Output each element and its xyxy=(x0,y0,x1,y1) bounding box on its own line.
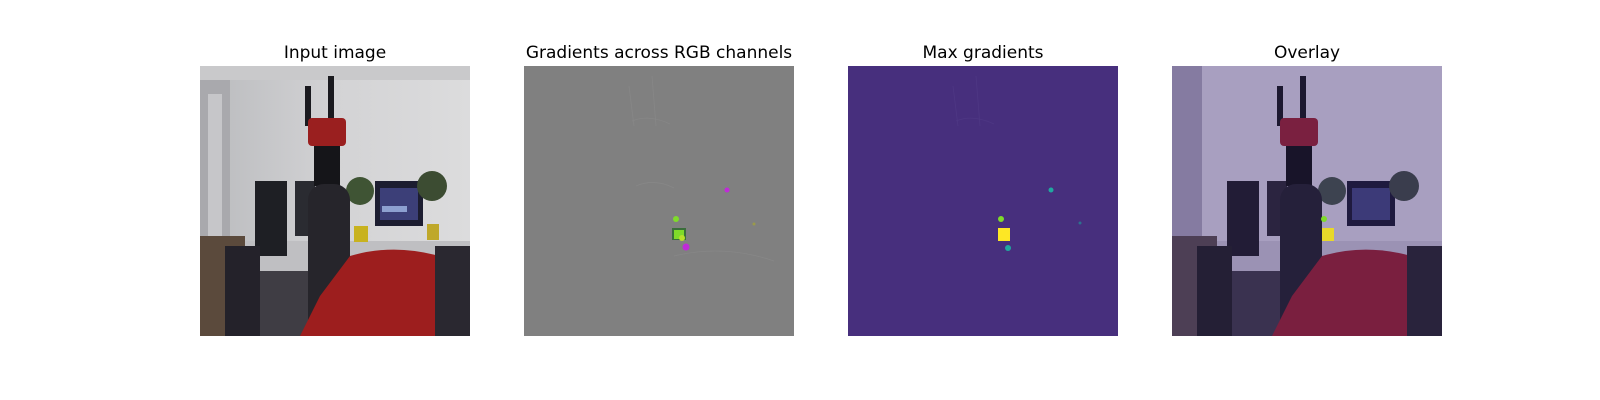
overlay-image xyxy=(1172,66,1442,336)
panel-input: Input image xyxy=(200,40,470,336)
panel-gradients: Gradients across RGB channels xyxy=(524,40,794,336)
panel-overlay: Overlay xyxy=(1172,40,1442,336)
panel-title-max: Max gradients xyxy=(922,43,1044,63)
panel-title-input: Input image xyxy=(283,43,387,63)
input-image xyxy=(200,66,470,336)
max-gradients-image xyxy=(848,66,1118,336)
panel-title-gradients: Gradients across RGB channels xyxy=(525,43,793,63)
gradients-image xyxy=(524,66,794,336)
panel-max-gradients: Max gradients xyxy=(848,40,1118,336)
panel-title-overlay: Overlay xyxy=(1273,43,1341,63)
